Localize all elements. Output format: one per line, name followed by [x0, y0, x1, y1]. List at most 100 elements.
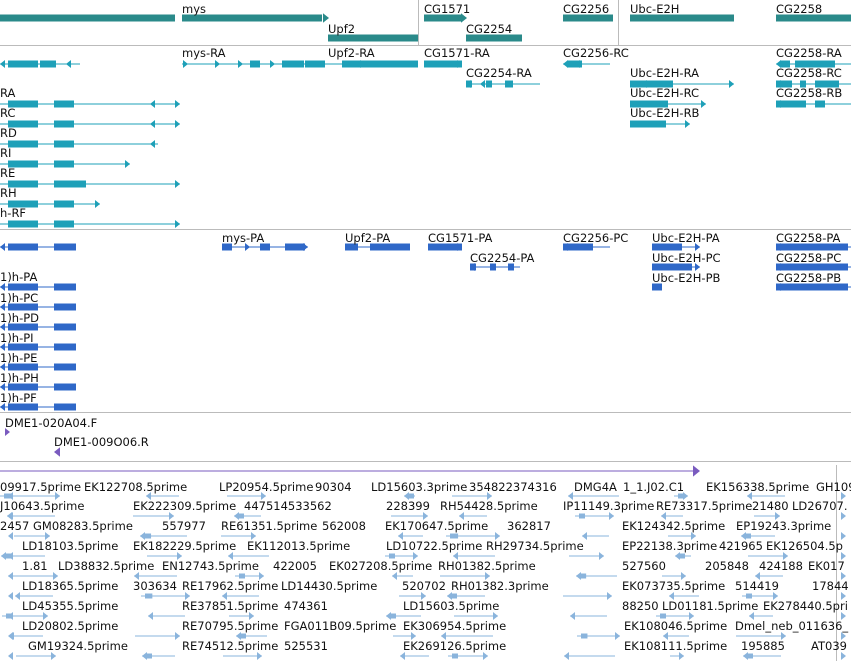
gene-label[interactable]: mys	[182, 2, 206, 16]
gene-label[interactable]: Ubc-E2H	[630, 2, 680, 16]
est-label[interactable]: RH54428.5prime	[440, 499, 538, 513]
primer-label[interactable]: DME1-020A04.F	[5, 416, 98, 430]
protein-label[interactable]: CG2258-PA	[776, 231, 841, 245]
est-label[interactable]: J10643.5prime	[0, 499, 85, 513]
protein-label[interactable]: 1)h-PH	[0, 371, 39, 385]
est-label[interactable]: 422005	[273, 559, 317, 573]
est-label[interactable]: GM19324.5prime	[28, 639, 128, 653]
est-label[interactable]: EP22138.3prime	[622, 539, 718, 553]
est-label[interactable]: EK182229.5prime	[133, 539, 237, 553]
transcript-label[interactable]: CG2256-RC	[563, 46, 629, 60]
est-label[interactable]: 527560	[622, 559, 666, 573]
est-label[interactable]: EK108111.5prime	[624, 639, 728, 653]
est-label[interactable]: EK108046.5prime	[624, 619, 728, 633]
est-label[interactable]: LD01181.5prime	[662, 599, 759, 613]
gene-label[interactable]: CG2254	[466, 22, 513, 36]
est-label[interactable]: LD15603.3prime	[371, 480, 468, 494]
transcript-label[interactable]: Ubc-E2H-RA	[630, 66, 699, 80]
est-label[interactable]: RE74512.5prime	[182, 639, 279, 653]
protein-label[interactable]: Ubc-E2H-PA	[652, 231, 720, 245]
est-label[interactable]: RH01382.5prime	[438, 559, 536, 573]
protein-label[interactable]: mys-PA	[222, 231, 265, 245]
transcript-label[interactable]: CG1571-RA	[424, 46, 490, 60]
transcript-label[interactable]: mys-RA	[182, 46, 226, 60]
est-label[interactable]: GH109	[816, 480, 851, 494]
est-label[interactable]: 354822374316	[469, 480, 557, 494]
gene-label[interactable]: CG2256	[563, 2, 610, 16]
est-label[interactable]: EK222309.5prime	[133, 499, 237, 513]
protein-label[interactable]: CG2258-PC	[776, 251, 842, 265]
est-label[interactable]: 21480	[752, 499, 789, 513]
transcript-label[interactable]: Ubc-E2H-RC	[630, 86, 700, 100]
protein-label[interactable]: 1)h-PC	[0, 291, 39, 305]
protein-label[interactable]: CG2256-PC	[563, 231, 629, 245]
est-label[interactable]: 525531	[284, 639, 328, 653]
est-label[interactable]: 557977	[162, 519, 206, 533]
est-label[interactable]: RE73317.5prime	[656, 499, 753, 513]
est-label[interactable]: 205848	[705, 559, 749, 573]
est-label[interactable]: RE70795.5prime	[182, 619, 279, 633]
est-label[interactable]: 88250	[622, 599, 659, 613]
est-label[interactable]: 09917.5prime	[0, 480, 82, 494]
est-label[interactable]: EK073735.5prime	[622, 579, 726, 593]
est-label[interactable]: 228399	[386, 499, 430, 513]
transcript-label[interactable]: CG2258-RC	[776, 66, 842, 80]
protein-label[interactable]: 1)h-PA	[0, 270, 38, 284]
protein-label[interactable]: 1)h-PE	[0, 351, 38, 365]
est-label[interactable]: LD15603.5prime	[403, 599, 500, 613]
est-label[interactable]: RE61351.5prime	[221, 519, 318, 533]
est-label[interactable]: Dmel_neb_011636_	[735, 619, 849, 633]
est-label[interactable]: 474361	[284, 599, 328, 613]
est-label[interactable]: RH01382.3prime	[451, 579, 549, 593]
est-label[interactable]: 1.81	[22, 559, 48, 573]
est-label[interactable]: EK278440.5pri	[763, 599, 848, 613]
transcript-label[interactable]: RH	[0, 186, 17, 200]
est-label[interactable]: FGA011B09.5prime	[284, 619, 397, 633]
protein-label[interactable]: CG2258-PB	[776, 271, 842, 285]
est-label[interactable]: 2457	[0, 519, 30, 533]
transcript-label[interactable]: Upf2-RA	[328, 46, 375, 60]
est-label[interactable]: 520702	[402, 579, 446, 593]
est-label[interactable]: LD45355.5prime	[22, 599, 119, 613]
est-label[interactable]: EK027208.5prime	[329, 559, 433, 573]
protein-label[interactable]: Ubc-E2H-PC	[652, 251, 721, 265]
est-label[interactable]: EK017	[808, 559, 845, 573]
gene-label[interactable]: CG2258	[776, 2, 823, 16]
est-label[interactable]: AT039	[811, 639, 847, 653]
est-label[interactable]: 424188	[759, 559, 803, 573]
est-label[interactable]: EK156338.5prime	[706, 480, 810, 494]
protein-label[interactable]: 1)h-PI	[0, 331, 34, 345]
est-label[interactable]: DMG4A	[574, 480, 617, 494]
est-label[interactable]: EK124342.5prime	[622, 519, 726, 533]
transcript-label[interactable]: CG2258-RB	[776, 86, 843, 100]
transcript-label[interactable]: CG2254-RA	[466, 66, 532, 80]
est-label[interactable]: 362817	[507, 519, 551, 533]
est-label[interactable]: 1_1.J02.C1	[623, 480, 685, 494]
est-label[interactable]: EP19243.3prime	[736, 519, 832, 533]
est-label[interactable]: RE17962.5prime	[182, 579, 279, 593]
est-label[interactable]: LD10722.5prime	[386, 539, 483, 553]
est-label[interactable]: LD18365.5prime	[22, 579, 119, 593]
transcript-label[interactable]: h-RF	[0, 206, 27, 220]
transcript-label[interactable]: RE	[0, 166, 16, 180]
est-label[interactable]: 514419	[735, 579, 779, 593]
transcript-label[interactable]: RA	[0, 86, 16, 100]
est-label[interactable]: LD20802.5prime	[22, 619, 119, 633]
est-label[interactable]: EK112013.5prime	[247, 539, 351, 553]
protein-label[interactable]: Ubc-E2H-PB	[652, 271, 721, 285]
est-label[interactable]: EK122708.5prime	[84, 480, 188, 494]
transcript-label[interactable]: CG2258-RA	[776, 46, 842, 60]
protein-label[interactable]: CG2254-PA	[470, 251, 535, 265]
protein-label[interactable]: 1)h-PF	[0, 391, 37, 405]
est-label[interactable]: EK306954.5prime	[403, 619, 507, 633]
est-label[interactable]: LD18103.5prime	[22, 539, 119, 553]
est-label[interactable]: 195885	[741, 639, 785, 653]
protein-label[interactable]: Upf2-PA	[345, 231, 391, 245]
transcript-label[interactable]: RC	[0, 106, 16, 120]
gene-label[interactable]: Upf2	[328, 22, 356, 36]
est-label[interactable]: LD14430.5prime	[281, 579, 378, 593]
est-label[interactable]: 90304	[315, 480, 352, 494]
est-label[interactable]: LP20954.5prime	[219, 480, 314, 494]
est-label[interactable]: EK269126.5prime	[403, 639, 507, 653]
